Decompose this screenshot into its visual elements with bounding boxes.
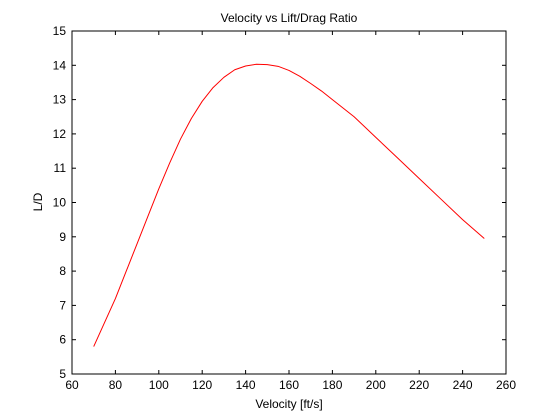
y-tick-label: 11 <box>54 161 67 175</box>
y-tick-label: 10 <box>53 196 67 210</box>
y-tick-label: 15 <box>53 24 67 38</box>
y-tick-label: 5 <box>59 367 66 381</box>
y-axis-ticks: 5 6 7 8 9 10 11 12 13 14 15 <box>53 24 506 381</box>
x-tick-label: 200 <box>366 378 386 392</box>
y-tick-label: 12 <box>53 127 67 141</box>
x-tick-label: 60 <box>65 378 79 392</box>
x-tick-label: 240 <box>453 378 473 392</box>
x-tick-label: 80 <box>109 378 123 392</box>
x-axis-label: Velocity [ft/s] <box>255 397 322 411</box>
x-axis-ticks: 60 80 100 120 140 160 180 200 220 240 260 <box>65 31 516 392</box>
x-tick-label: 260 <box>496 378 516 392</box>
x-tick-label: 220 <box>409 378 429 392</box>
x-tick-label: 140 <box>236 378 256 392</box>
y-tick-label: 13 <box>53 93 67 107</box>
x-tick-label: 120 <box>192 378 212 392</box>
y-tick-label: 6 <box>59 333 66 347</box>
x-tick-label: 180 <box>322 378 342 392</box>
series-line <box>93 63 485 347</box>
y-tick-label: 14 <box>53 58 67 72</box>
y-axis-label: L/D <box>31 192 45 211</box>
x-tick-label: 100 <box>149 378 169 392</box>
series-layer <box>93 63 485 347</box>
chart-title: Velocity vs Lift/Drag Ratio <box>221 11 358 25</box>
y-tick-label: 8 <box>59 264 66 278</box>
y-tick-label: 9 <box>59 230 66 244</box>
y-tick-label: 7 <box>59 298 66 312</box>
x-tick-label: 160 <box>279 378 299 392</box>
